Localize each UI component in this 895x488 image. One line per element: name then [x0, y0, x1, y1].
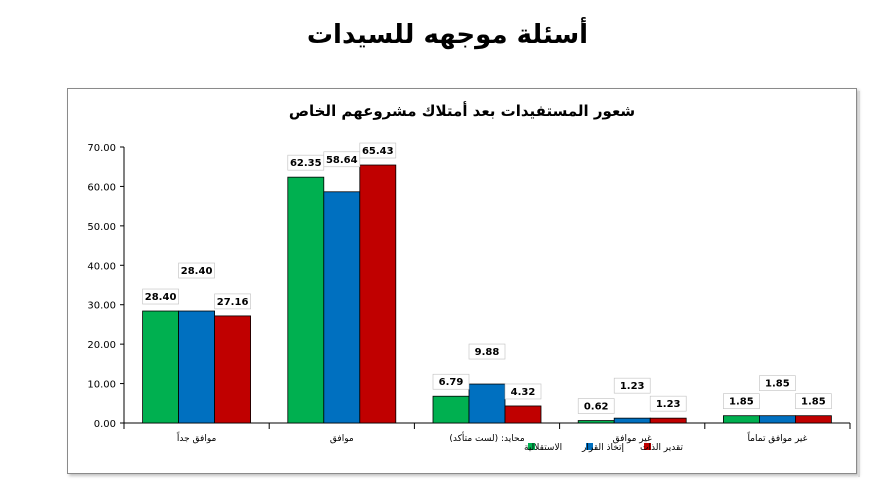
- data-label-box: [795, 393, 832, 410]
- bar-chart: شعور المستفيدات بعد أمتلاك مشروعهم الخاص…: [87, 101, 851, 453]
- bar: [468, 383, 506, 424]
- legend-swatch: [644, 443, 651, 450]
- data-label: 62.35: [290, 158, 322, 169]
- x-category-label: موافق جداً: [176, 431, 217, 444]
- data-label: 1.85: [801, 397, 826, 408]
- data-label: 65.43: [362, 146, 394, 157]
- data-label-box: [649, 395, 687, 412]
- bar: [432, 395, 470, 424]
- data-label: 58.64: [326, 155, 358, 166]
- y-tick-label: 60.00: [87, 182, 116, 193]
- data-label: 27.16: [217, 297, 249, 308]
- data-label-box: [723, 393, 760, 410]
- data-label-box: [577, 398, 615, 414]
- bar: [504, 405, 542, 424]
- data-label-box: [613, 377, 651, 394]
- data-label: 9.88: [475, 347, 500, 358]
- y-tick-label: 50.00: [87, 222, 116, 233]
- y-tick-label: 0.00: [94, 419, 116, 430]
- slide-title: أسئلة موجهه للسيدات: [306, 20, 589, 50]
- bar: [795, 415, 832, 424]
- bar: [649, 417, 687, 424]
- data-label: 1.85: [765, 379, 790, 390]
- y-tick-label: 40.00: [87, 261, 116, 272]
- bar: [214, 315, 252, 424]
- data-label: 0.62: [584, 402, 609, 413]
- chart-frame: شعور المستفيدات بعد أمتلاك مشروعهم الخاص…: [67, 88, 860, 477]
- data-label: 6.79: [439, 377, 464, 388]
- y-tick-label: 70.00: [87, 143, 116, 154]
- data-labels: 28.40 28.40 27.16 62.35 58.64 65.43 6.79 9.88 4.…: [142, 142, 832, 414]
- data-label-box: [142, 288, 179, 305]
- y-tick-label: 20.00: [87, 340, 116, 351]
- data-label-box: [323, 151, 361, 168]
- legend-swatch: [586, 443, 593, 450]
- legend-swatch: [528, 443, 535, 450]
- y-tick-label: 30.00: [87, 301, 116, 312]
- bar: [613, 417, 651, 424]
- x-category-label: غير موافق: [613, 434, 652, 444]
- bar: [759, 415, 796, 424]
- legend-label: إتخاذ القرار: [581, 443, 624, 453]
- data-label-box: [432, 373, 470, 390]
- data-label: 28.40: [145, 292, 177, 303]
- data-label: 4.32: [511, 387, 536, 398]
- bar: [323, 191, 361, 424]
- bars: [142, 164, 832, 424]
- data-label-box: [468, 343, 506, 360]
- data-label: 28.40: [181, 266, 213, 277]
- data-label: 1.23: [656, 399, 681, 410]
- bar: [577, 420, 615, 424]
- bar: [723, 415, 760, 424]
- legend: الاستقلالية إتخاذ القرار تقدير الذات: [524, 443, 684, 453]
- bar: [287, 176, 325, 424]
- x-category-label: غير موافق تماماً: [746, 431, 807, 444]
- legend-label: الاستقلالية: [524, 443, 562, 453]
- chart-title: شعور المستفيدات بعد أمتلاك مشروعهم الخاص: [289, 101, 635, 120]
- data-label-box: [759, 375, 796, 392]
- data-label: 1.85: [729, 397, 754, 408]
- data-label-box: [178, 262, 215, 279]
- bar: [178, 310, 215, 424]
- x-category-label: موافق: [330, 434, 354, 444]
- y-tick-label: 10.00: [87, 380, 116, 391]
- axes: 0.00 10.00 20.00 30.00 40.00 50.00 60.00 70.00 م…: [87, 143, 851, 444]
- bar: [142, 310, 179, 424]
- legend-label: تقدير الذات: [640, 443, 684, 453]
- data-label-box: [214, 293, 251, 310]
- data-label-box: [504, 383, 542, 400]
- data-label: 1.23: [620, 381, 645, 392]
- data-label-box: [359, 142, 397, 159]
- x-category-label: محايد: (لست متأكد): [449, 431, 524, 444]
- bar: [359, 164, 397, 424]
